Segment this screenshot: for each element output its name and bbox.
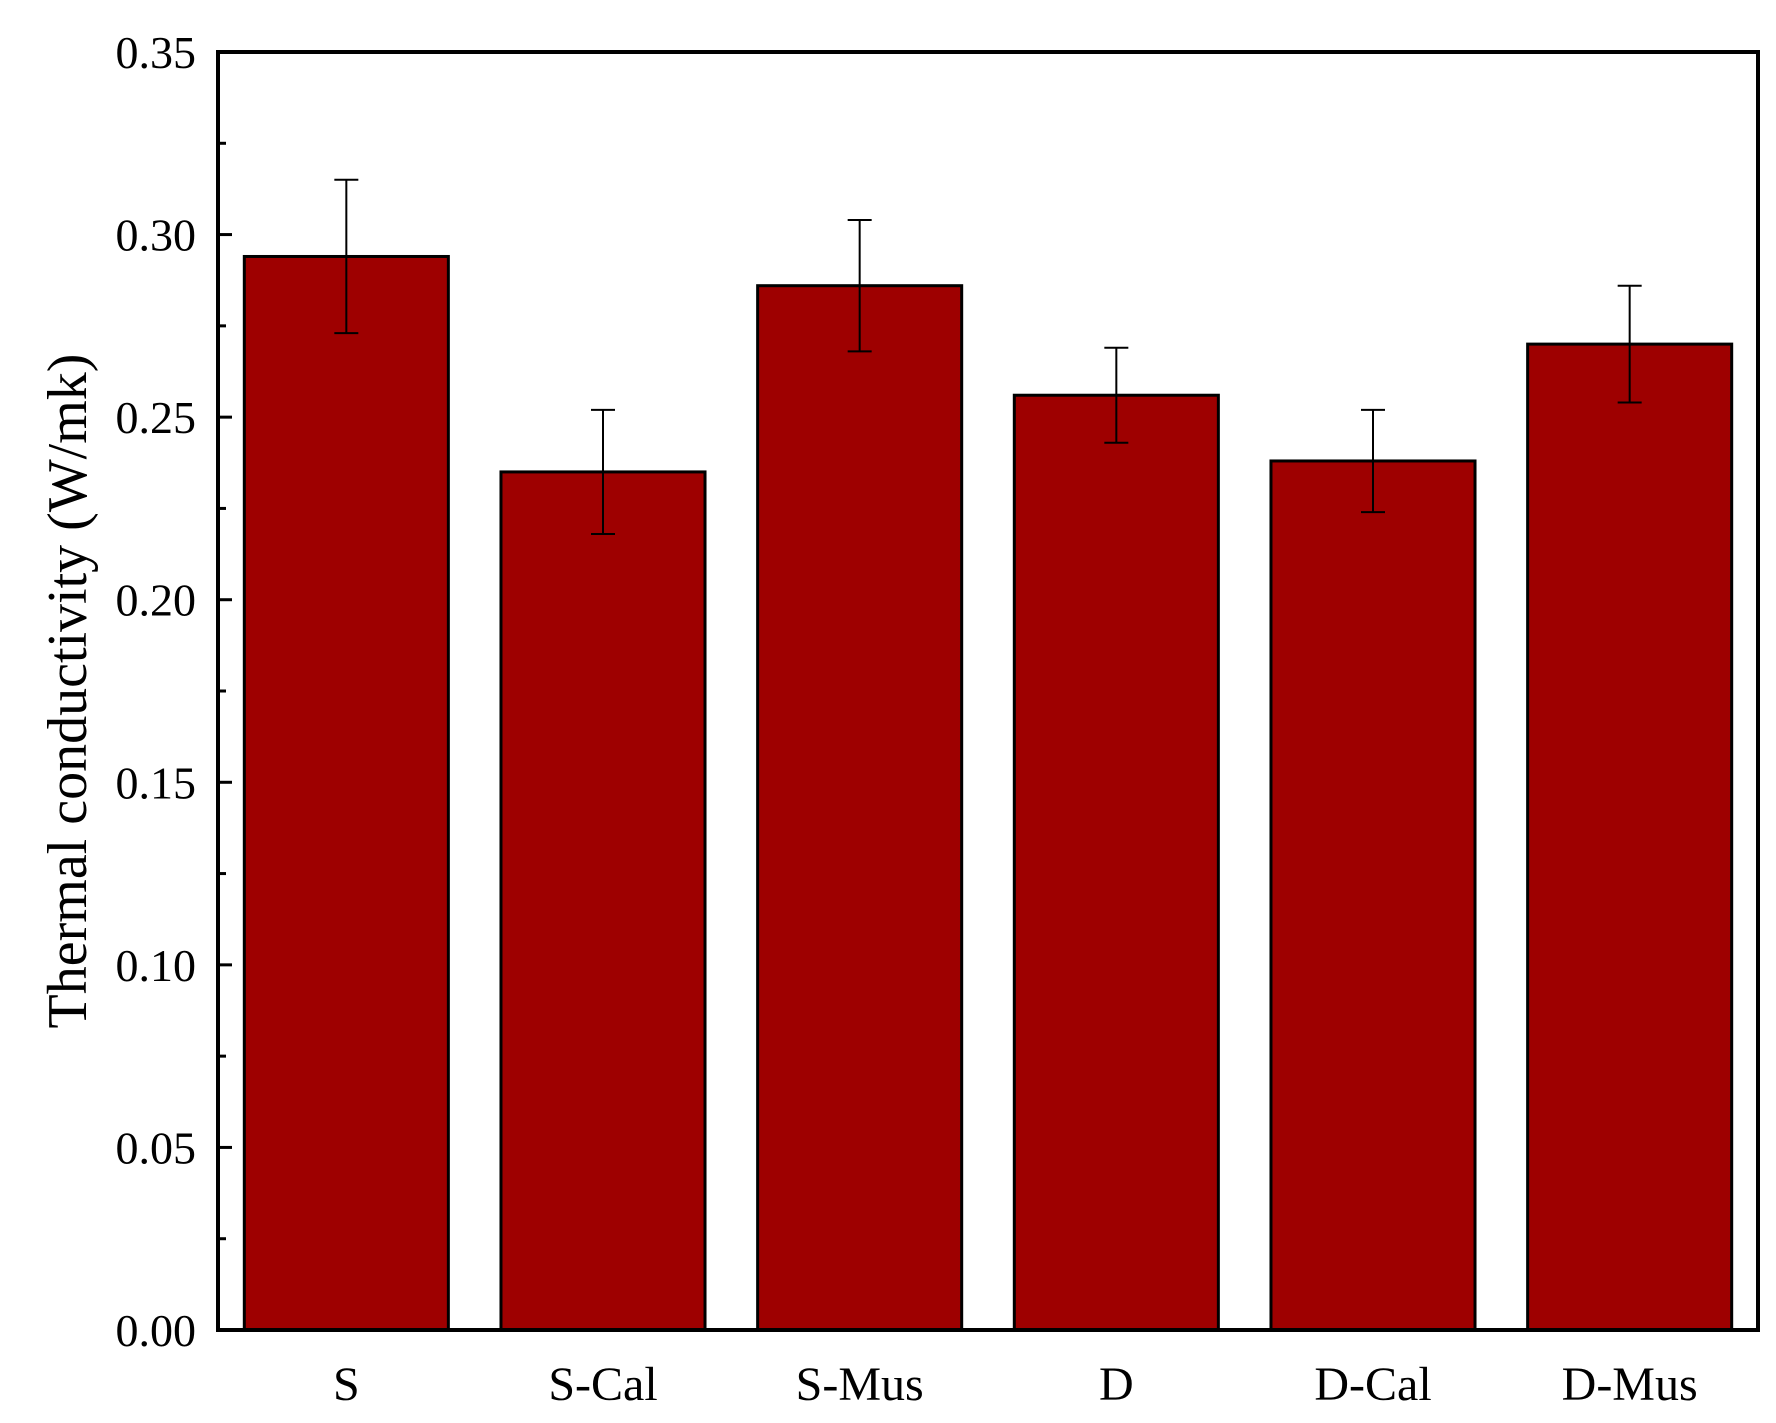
error-bar-d-mus [1617, 284, 1642, 404]
bar-d-mus [1526, 342, 1734, 1332]
error-bar-s-cal [591, 408, 615, 535]
y-tick-label: 0.10 [116, 940, 197, 991]
x-tick-label: S [333, 1358, 360, 1411]
y-tick-label: 0.35 [116, 27, 197, 78]
y-tick-label: 0.30 [116, 210, 197, 261]
x-tick-label: D-Cal [1314, 1358, 1431, 1411]
x-axis-labels: S S-Cal S-Mus D D-Cal D-Mus [333, 1358, 1698, 1411]
x-tick-label: S-Cal [548, 1358, 657, 1411]
bar-d [1012, 393, 1220, 1332]
error-bar-d [1104, 346, 1129, 444]
error-bar-s-mus [847, 218, 872, 353]
y-axis-title: Thermal conductivity (W/mk) [37, 354, 99, 1029]
bar-s [242, 254, 450, 1332]
bar-s-mus [756, 284, 964, 1332]
bar-d-cal [1269, 459, 1477, 1332]
y-tick-label: 0.25 [116, 392, 197, 443]
y-axis-ticks: 0.00 0.05 0.10 0.15 0.20 0.25 0.30 0.35 [116, 27, 232, 1356]
error-bars-group [334, 178, 1642, 535]
x-tick-label: D-Mus [1562, 1358, 1698, 1411]
y-tick-label: 0.20 [116, 575, 197, 626]
x-tick-label: S-Mus [796, 1358, 924, 1411]
bars-group [242, 254, 1734, 1332]
y-tick-label: 0.15 [116, 757, 197, 808]
y-tick-label: 0.05 [116, 1122, 197, 1173]
error-bar-s [334, 178, 359, 335]
y-tick-label: 0.00 [116, 1305, 197, 1356]
error-bar-d-cal [1361, 408, 1385, 514]
x-tick-label: D [1099, 1358, 1134, 1411]
bar-s-cal [499, 470, 707, 1332]
